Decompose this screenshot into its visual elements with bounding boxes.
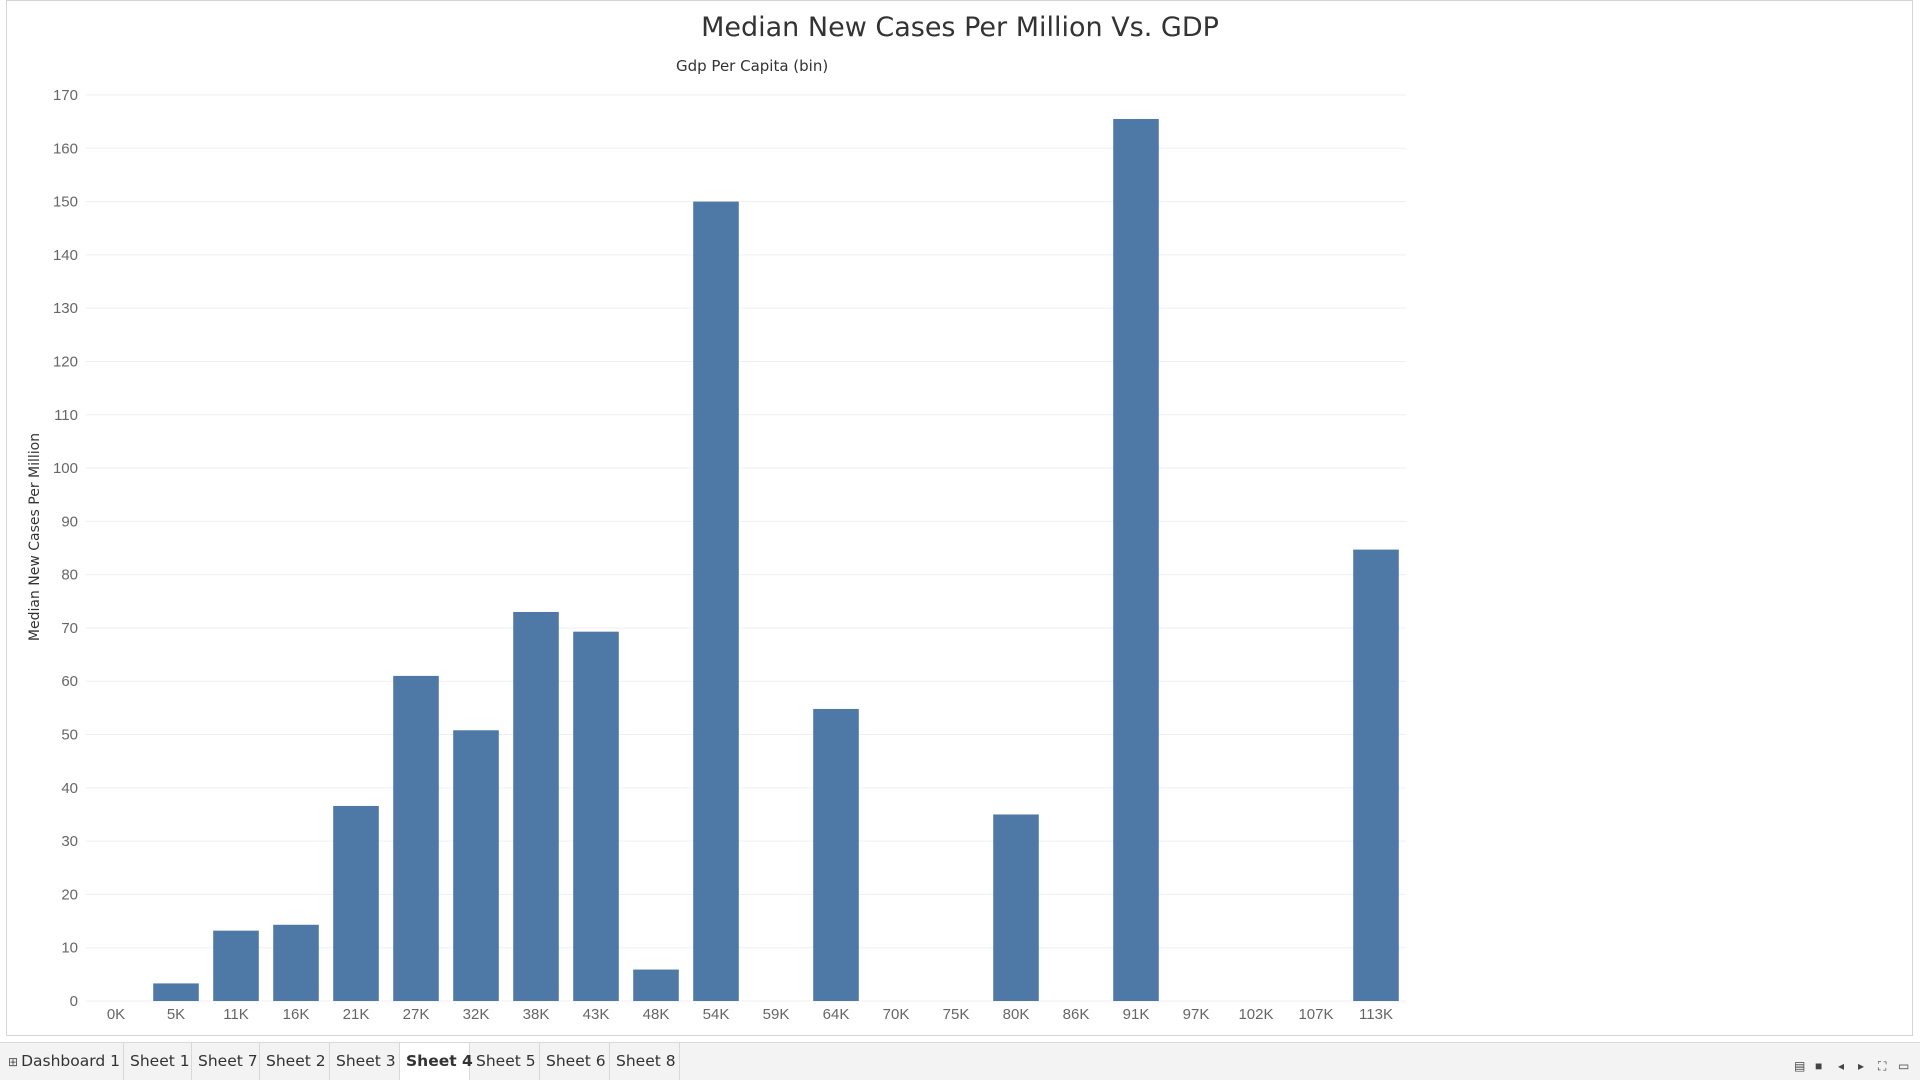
- chart-title: Median New Cases Per Million Vs. GDP: [701, 12, 1219, 43]
- x-tick-label: 70K: [883, 1006, 910, 1023]
- y-tick-label: 130: [53, 300, 78, 317]
- bar-91K[interactable]: [1113, 118, 1159, 1001]
- tab-label: Sheet 3: [336, 1052, 396, 1070]
- y-tick-label: 40: [61, 780, 78, 797]
- y-tick-label: 110: [54, 407, 78, 424]
- bar-64K[interactable]: [813, 708, 859, 1001]
- fullscreen-icon[interactable]: ⛶: [1878, 1059, 1887, 1073]
- x-tick-label: 11K: [223, 1006, 249, 1023]
- filmstrip-icon[interactable]: ■: [1815, 1059, 1823, 1073]
- x-tick-label: 97K: [1183, 1006, 1210, 1023]
- y-tick-label: 140: [53, 247, 78, 264]
- tab-sheet-7[interactable]: Sheet 7: [192, 1043, 260, 1080]
- tab-sheet-1[interactable]: Sheet 1: [124, 1043, 192, 1080]
- x-tick-label: 0K: [107, 1006, 125, 1023]
- tab-sheet-3[interactable]: Sheet 3: [330, 1043, 400, 1080]
- x-tick-label: 113K: [1359, 1006, 1393, 1023]
- bar-32K[interactable]: [453, 730, 499, 1001]
- y-tick-label: 20: [61, 886, 78, 903]
- bar-38K[interactable]: [513, 611, 559, 1001]
- x-tick-label: 75K: [943, 1006, 970, 1023]
- tab-label: Sheet 5: [476, 1052, 536, 1070]
- viz-frame: [6, 0, 1913, 1036]
- bar-48K[interactable]: [633, 969, 679, 1001]
- x-tick-label: 54K: [703, 1006, 730, 1023]
- bar-16K[interactable]: [273, 924, 319, 1001]
- x-tick-label: 27K: [403, 1006, 430, 1023]
- y-tick-label: 170: [53, 87, 78, 104]
- bar-21K[interactable]: [333, 805, 379, 1001]
- tab-sheet-2[interactable]: Sheet 2: [260, 1043, 330, 1080]
- bar-5K[interactable]: [153, 983, 199, 1001]
- bar-54K[interactable]: [693, 201, 739, 1001]
- x-tick-label: 91K: [1123, 1006, 1150, 1023]
- tab-label: Sheet 2: [266, 1052, 326, 1070]
- x-tick-label: 86K: [1063, 1006, 1090, 1023]
- y-tick-label: 150: [53, 194, 78, 211]
- tab-label: Sheet 6: [546, 1052, 606, 1070]
- x-tick-label: 16K: [283, 1006, 310, 1023]
- gridlines: [86, 94, 1406, 1002]
- list-view-icon[interactable]: ▤: [1794, 1059, 1806, 1073]
- x-tick-label: 32K: [463, 1006, 490, 1023]
- y-tick-label: 30: [61, 833, 78, 850]
- y-tick-label: 100: [53, 460, 78, 477]
- y-tick-label: 70: [61, 620, 78, 637]
- x-axis-ticks: 0K 5K 11K 16K 21K 27K 32K 38K 43K 48K 54K 59K 64K 70K…: [107, 1006, 1393, 1023]
- y-tick-label: 50: [61, 727, 78, 744]
- x-tick-label: 80K: [1003, 1006, 1030, 1023]
- x-tick-label: 102K: [1238, 1006, 1273, 1023]
- tab-sheet-5[interactable]: Sheet 5: [470, 1043, 540, 1080]
- y-tick-label: 120: [53, 353, 78, 370]
- x-tick-label: 59K: [763, 1006, 790, 1023]
- tab-label: Sheet 4: [406, 1052, 473, 1070]
- bar-80K[interactable]: [993, 814, 1039, 1001]
- x-tick-label: 38K: [523, 1006, 550, 1023]
- previous-sheet-icon[interactable]: ◂: [1838, 1059, 1845, 1073]
- tab-sheet-8[interactable]: Sheet 8: [610, 1043, 680, 1080]
- tab-sheet-4[interactable]: Sheet 4: [400, 1043, 473, 1080]
- bar-43K[interactable]: [573, 631, 619, 1001]
- tab-label: Sheet 8: [616, 1052, 676, 1070]
- bars: [153, 118, 1399, 1001]
- tab-label: Sheet 1: [130, 1052, 190, 1070]
- tab-label: Dashboard 1: [21, 1052, 120, 1070]
- bar-chart: 0 10 20 30 40 50 60 70 80 90 100 110 120 130 140 150 160…: [53, 87, 1406, 1023]
- x-tick-label: 21K: [343, 1006, 370, 1023]
- y-tick-label: 0: [70, 993, 78, 1010]
- y-tick-label: 80: [61, 567, 78, 584]
- y-axis-ticks: 0 10 20 30 40 50 60 70 80 90 100 110 120 130 140 150 160…: [53, 87, 78, 1010]
- x-axis-header[interactable]: Gdp Per Capita (bin): [676, 57, 829, 75]
- sheet-tab-bar: ⊞ Dashboard 1 Sheet 1 Sheet 7 Sheet 2 She…: [0, 1042, 1920, 1080]
- bar-27K[interactable]: [393, 675, 439, 1001]
- y-tick-label: 90: [61, 513, 78, 530]
- bar-113K[interactable]: [1353, 549, 1399, 1001]
- next-sheet-icon[interactable]: ▸: [1858, 1059, 1865, 1073]
- bar-11K[interactable]: [213, 930, 259, 1001]
- x-tick-label: 48K: [643, 1006, 670, 1023]
- tab-dashboard-1[interactable]: ⊞ Dashboard 1: [2, 1043, 124, 1080]
- x-tick-label: 64K: [823, 1006, 850, 1023]
- x-tick-label: 107K: [1298, 1006, 1333, 1023]
- tab-sheet-6[interactable]: Sheet 6: [540, 1043, 610, 1080]
- y-tick-label: 60: [61, 673, 78, 690]
- grid-icon: ⊞: [8, 1055, 19, 1069]
- tab-label: Sheet 7: [198, 1052, 258, 1070]
- x-tick-label: 43K: [583, 1006, 610, 1023]
- present-icon[interactable]: ▭: [1898, 1059, 1910, 1073]
- x-tick-label: 5K: [167, 1006, 185, 1023]
- y-tick-label: 10: [61, 940, 78, 957]
- y-tick-label: 160: [53, 140, 78, 157]
